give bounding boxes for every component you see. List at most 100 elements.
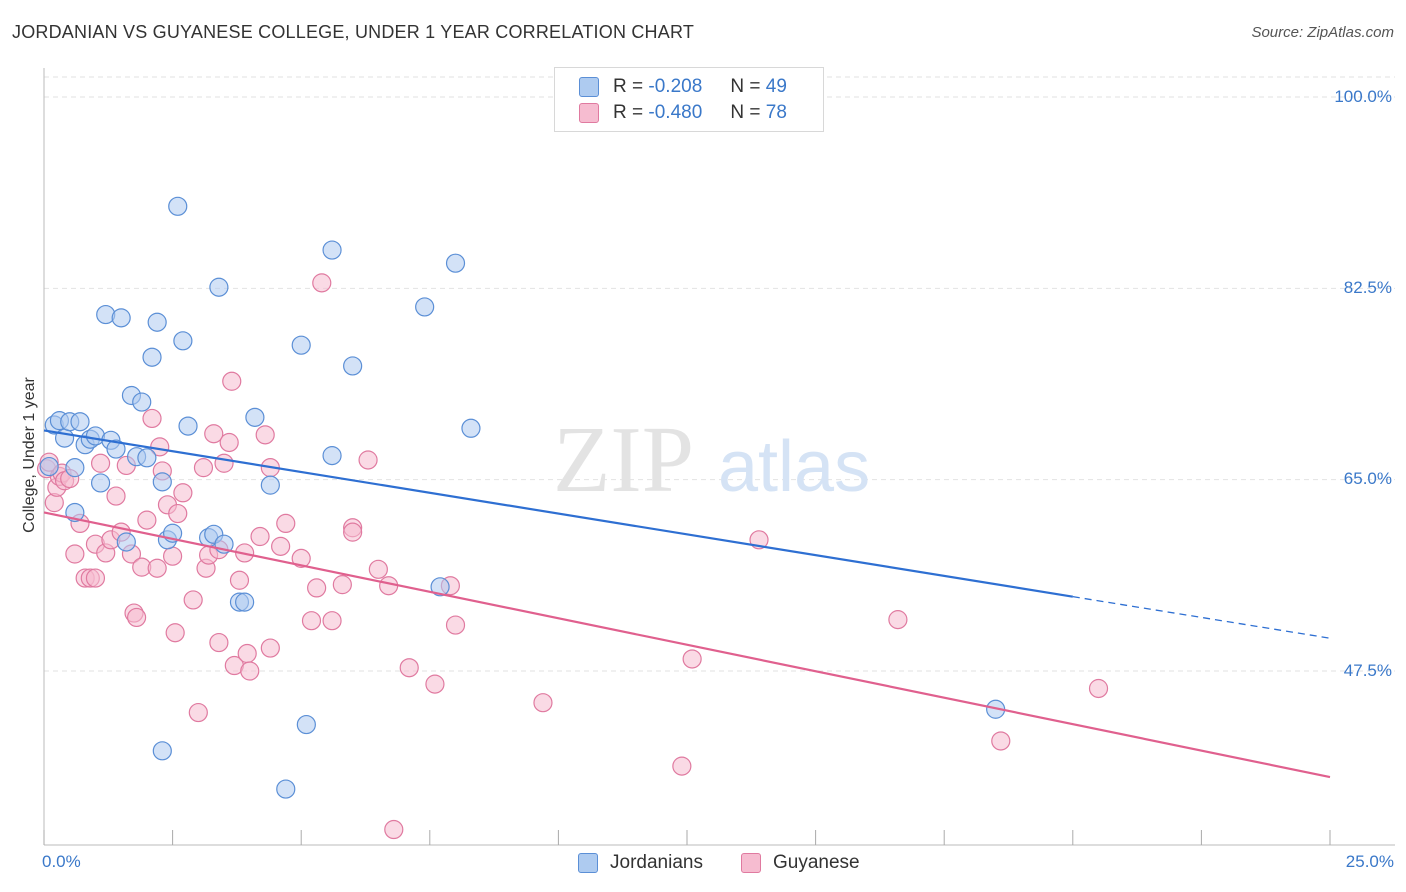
jordanian-point <box>173 331 193 351</box>
chart-title: JORDANIAN VS GUYANESE COLLEGE, UNDER 1 Y… <box>12 22 695 42</box>
guyanese-point <box>255 425 275 445</box>
legend-r-value: -0.208 <box>648 76 703 97</box>
jordanian-point <box>90 473 111 493</box>
jordanian-point <box>296 714 316 735</box>
watermark: ZIP atlas <box>553 408 870 512</box>
jordanian-point <box>152 472 172 492</box>
series-swatch-pink <box>741 853 761 873</box>
jordanian-point <box>96 304 116 325</box>
jordanian-point <box>152 741 172 761</box>
legend-r-value: -0.480 <box>648 102 703 123</box>
series-label-guyanese: Guyanese <box>773 852 860 873</box>
legend-n-label: N = <box>730 76 761 97</box>
jordanian-point <box>415 297 435 317</box>
guyanese-point <box>343 522 363 542</box>
jordanian-point <box>39 456 59 477</box>
jordanian-point <box>168 196 188 216</box>
guyanese-point <box>142 408 162 429</box>
guyanese-point <box>307 578 327 598</box>
legend-n-value: 49 <box>765 76 787 97</box>
jordanian-points <box>39 196 1006 799</box>
guyanese-point <box>126 607 147 628</box>
guyanese-point <box>229 570 250 590</box>
legend-r-label: R = <box>613 76 644 97</box>
guyanese-point <box>163 546 183 566</box>
legend-swatch-pink <box>579 103 599 123</box>
jordanian-point <box>322 240 342 260</box>
jordanian-point <box>209 277 229 297</box>
legend-n-label: N = <box>730 102 761 123</box>
guyanese-point <box>533 693 553 713</box>
guyanese-point <box>445 615 466 635</box>
guyanese-point <box>672 756 692 776</box>
guyanese-point <box>301 611 322 631</box>
guyanese-point <box>276 513 296 534</box>
guyanese-point <box>291 548 311 568</box>
guyanese-point <box>214 453 234 473</box>
guyanese-point <box>991 731 1011 751</box>
jordanian-point <box>276 779 296 799</box>
y-tick-100: 100.0% <box>1334 87 1392 106</box>
guyanese-point <box>384 819 404 840</box>
guyanese-point <box>168 503 188 524</box>
guyanese-point <box>188 702 208 723</box>
guyanese-point <box>65 544 85 564</box>
series-legend-jordanians: Jordanians <box>578 852 703 874</box>
legend-r-label: R = <box>613 102 644 123</box>
guyanese-point <box>358 450 378 470</box>
legend-row-jordanians: R = -0.208 N = 49 <box>579 76 787 98</box>
y-tick-65: 65.0% <box>1343 469 1392 488</box>
series-swatch-blue <box>578 853 598 873</box>
guyanese-point <box>322 611 342 631</box>
guyanese-point <box>368 559 388 579</box>
jordanian-point <box>343 356 363 376</box>
guyanese-point <box>204 424 224 444</box>
jordanian-point <box>106 439 126 459</box>
guyanese-point <box>85 568 106 588</box>
jordanian-point <box>322 446 342 466</box>
guyanese-point <box>222 371 242 391</box>
guyanese-point <box>193 458 214 478</box>
guyanese-point <box>240 661 260 681</box>
guyanese-point <box>250 526 270 547</box>
guyanese-point <box>147 558 167 578</box>
guyanese-point <box>106 486 126 506</box>
guyanese-point <box>271 536 291 556</box>
guyanese-point <box>425 674 445 694</box>
guyanese-point <box>332 575 352 595</box>
jordanian-point <box>111 308 131 328</box>
guyanese-point <box>165 623 185 643</box>
guyanese-point <box>312 273 332 293</box>
guyanese-point <box>1088 678 1109 699</box>
watermark-atlas: atlas <box>718 427 870 507</box>
series-label-jordanians: Jordanians <box>610 852 703 873</box>
jordanian-point <box>65 458 85 478</box>
jordanian-point <box>142 347 162 367</box>
guyanese-points <box>36 273 1109 840</box>
legend-row-guyanese: R = -0.480 N = 78 <box>579 102 787 124</box>
jordanian-point <box>260 475 280 495</box>
jordanian-point <box>461 418 481 438</box>
y-tick-47-5: 47.5% <box>1343 661 1392 680</box>
jordanian-point <box>430 577 450 597</box>
guyanese-point <box>209 632 229 653</box>
jordanian-point <box>245 407 265 427</box>
y-tick-82-5: 82.5% <box>1343 278 1392 297</box>
jordanian-point <box>132 392 152 412</box>
guyanese-point <box>237 643 257 664</box>
guyanese-point <box>137 510 157 530</box>
x-tick-max: 25.0% <box>1345 852 1394 871</box>
jordanian-point <box>445 253 466 273</box>
correlation-legend: R = -0.208 N = 49 R = -0.480 N = 78 <box>554 67 824 132</box>
jordanian-point <box>147 312 167 332</box>
legend-n-value: 78 <box>765 102 787 123</box>
guyanese-trend-line <box>43 511 1331 779</box>
jordanian-point <box>137 448 157 468</box>
chart-source: Source: ZipAtlas.com <box>1251 24 1394 41</box>
guyanese-point <box>399 658 419 678</box>
jordanian-trend-extension <box>1072 596 1331 639</box>
legend-swatch-blue <box>579 77 599 97</box>
jordanian-point <box>116 532 136 552</box>
jordanian-point <box>235 592 255 612</box>
